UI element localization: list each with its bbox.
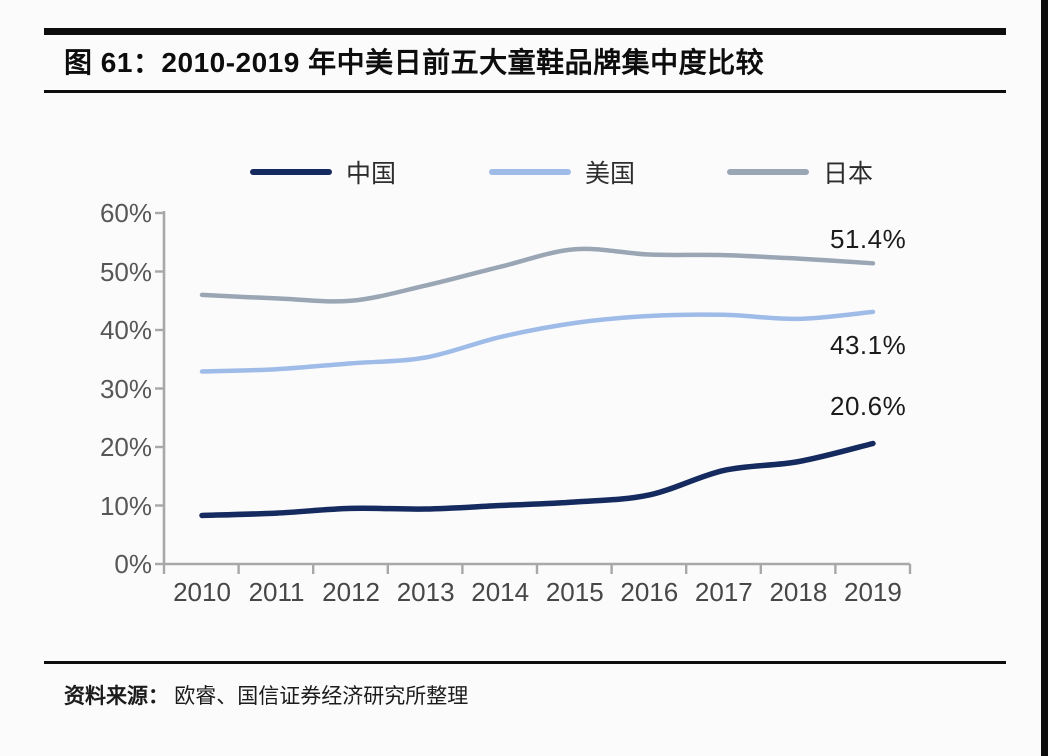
x-axis-label: 2012 (322, 577, 381, 607)
x-axis-label: 2017 (694, 577, 753, 607)
y-axis-label: 40% (99, 315, 152, 345)
y-axis-label: 30% (99, 373, 152, 404)
data-label-japan-2019: 51.4% (830, 224, 907, 254)
legend-item-us: 美国 (489, 158, 635, 188)
footer-rule (44, 661, 1006, 664)
y-axis-label: 20% (99, 432, 152, 462)
legend-item-japan: 日本 (727, 158, 873, 188)
x-axis-label: 2013 (396, 577, 455, 607)
x-axis-label: 2010 (173, 577, 231, 607)
legend-swatch-japan (727, 169, 809, 175)
y-axis-label: 10% (99, 490, 152, 521)
x-axis-label: 2014 (471, 577, 530, 607)
figure-title: 图 61：2010-2019 年中美日前五大童鞋品牌集中度比较 (64, 47, 765, 78)
data-label-us-2019: 43.1% (830, 330, 907, 360)
x-axis-label: 2019 (844, 577, 902, 607)
series-line-美国 (199, 309, 876, 374)
source-text: 欧睿、国信证券经济研究所整理 (174, 684, 469, 708)
legend-swatch-china (250, 169, 332, 175)
y-axis-label: 60% (99, 198, 152, 228)
data-label-china-2019: 20.6% (830, 391, 907, 421)
x-axis-label: 2018 (769, 577, 828, 607)
y-axis-label: 50% (99, 256, 152, 287)
top-rule (44, 28, 1006, 35)
legend-label-japan: 日本 (823, 161, 874, 188)
source-line: 资料来源： 欧睿、国信证券经济研究所整理 (64, 680, 468, 710)
legend-swatch-us (489, 169, 571, 175)
x-axis-label: 2011 (248, 577, 305, 607)
x-axis-label: 2015 (545, 577, 604, 607)
x-axis-label: 2016 (620, 577, 679, 607)
title-underline-rule (44, 90, 1006, 93)
legend-item-china: 中国 (250, 158, 396, 188)
series-line-日本 (199, 246, 876, 304)
right-edge-bar (1041, 0, 1048, 756)
legend-label-china: 中国 (346, 161, 397, 188)
series-line-中国 (199, 440, 876, 519)
source-label: 资料来源： (64, 684, 169, 708)
legend-label-us: 美国 (585, 161, 636, 188)
y-axis-label: 0% (114, 549, 152, 579)
